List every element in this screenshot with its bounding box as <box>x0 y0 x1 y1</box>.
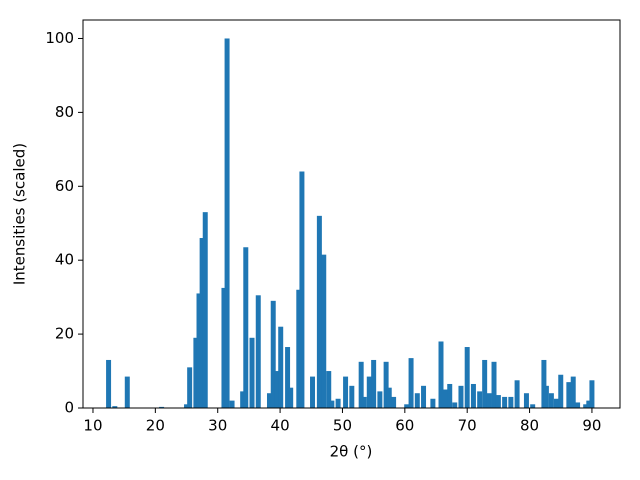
bar <box>589 380 595 408</box>
x-tick-label: 70 <box>458 417 477 435</box>
bar <box>486 393 492 408</box>
bar <box>310 376 316 408</box>
bar <box>414 393 420 408</box>
bar <box>386 387 392 408</box>
x-tick-label: 60 <box>395 417 414 435</box>
bar <box>530 404 536 408</box>
bar <box>491 361 497 408</box>
bar <box>112 406 118 408</box>
bar <box>243 247 249 408</box>
y-tick-label: 60 <box>55 177 74 195</box>
bar <box>377 391 383 408</box>
y-tick-label: 20 <box>55 325 74 343</box>
bar <box>495 395 501 408</box>
bar <box>586 400 592 408</box>
bar <box>285 347 291 408</box>
bar <box>458 385 464 408</box>
x-tick-label: 10 <box>83 417 102 435</box>
bar <box>124 376 130 408</box>
bar <box>553 398 559 408</box>
x-tick-label: 40 <box>271 417 290 435</box>
bar <box>383 361 389 408</box>
bar <box>541 359 547 408</box>
x-tick-label: 90 <box>582 417 601 435</box>
bar <box>326 371 332 408</box>
bar <box>404 404 410 408</box>
bar <box>477 391 483 408</box>
bar <box>502 396 508 408</box>
bar <box>358 361 364 408</box>
bar <box>335 398 341 408</box>
bar <box>583 404 589 408</box>
bar <box>224 38 230 408</box>
bar <box>558 374 564 408</box>
bar <box>316 215 322 408</box>
bar <box>278 326 284 408</box>
bar <box>266 393 272 408</box>
bar <box>274 371 280 408</box>
x-tick-label: 20 <box>146 417 165 435</box>
y-tick-label: 40 <box>55 251 74 269</box>
bar <box>184 404 190 408</box>
bar <box>430 398 436 408</box>
bar <box>548 393 554 408</box>
bar <box>464 347 470 408</box>
x-tick-label: 80 <box>520 417 539 435</box>
bar <box>452 402 458 408</box>
y-tick-label: 80 <box>55 103 74 121</box>
bar <box>229 400 235 408</box>
bar <box>447 383 453 408</box>
bar <box>508 396 514 408</box>
bar <box>514 380 520 408</box>
bar <box>543 385 549 408</box>
bar <box>329 400 335 408</box>
bar <box>159 406 165 408</box>
bar <box>240 391 246 408</box>
x-axis-label: 2θ (°) <box>330 443 373 461</box>
plot-frame <box>82 19 621 409</box>
bar <box>187 367 193 408</box>
bar <box>470 383 476 408</box>
bar <box>288 387 294 408</box>
bar <box>438 341 444 408</box>
bar <box>199 238 205 408</box>
bar <box>566 382 572 408</box>
bar <box>196 293 202 408</box>
bar <box>391 396 397 408</box>
bar <box>270 300 276 408</box>
bar <box>249 337 255 408</box>
bar <box>408 358 414 408</box>
y-tick-label: 100 <box>45 29 74 47</box>
bar <box>299 171 305 408</box>
bar <box>255 295 261 408</box>
bar <box>570 376 576 408</box>
bar <box>202 212 208 408</box>
bar <box>361 396 367 408</box>
bar <box>321 254 327 408</box>
bar <box>343 376 349 408</box>
x-tick-label: 50 <box>333 417 352 435</box>
bar <box>296 289 302 408</box>
bar <box>371 359 377 408</box>
bar <box>523 393 529 408</box>
bar <box>106 359 112 408</box>
bar <box>193 337 199 408</box>
bar <box>421 385 427 408</box>
y-tick-label: 0 <box>64 399 74 417</box>
bar <box>442 389 448 408</box>
bar <box>482 359 488 408</box>
bar <box>366 376 372 408</box>
x-tick-label: 30 <box>208 417 227 435</box>
y-axis-label: Intensities (scaled) <box>11 143 29 285</box>
bar <box>575 402 581 408</box>
bar <box>349 385 355 408</box>
bar <box>221 287 227 408</box>
